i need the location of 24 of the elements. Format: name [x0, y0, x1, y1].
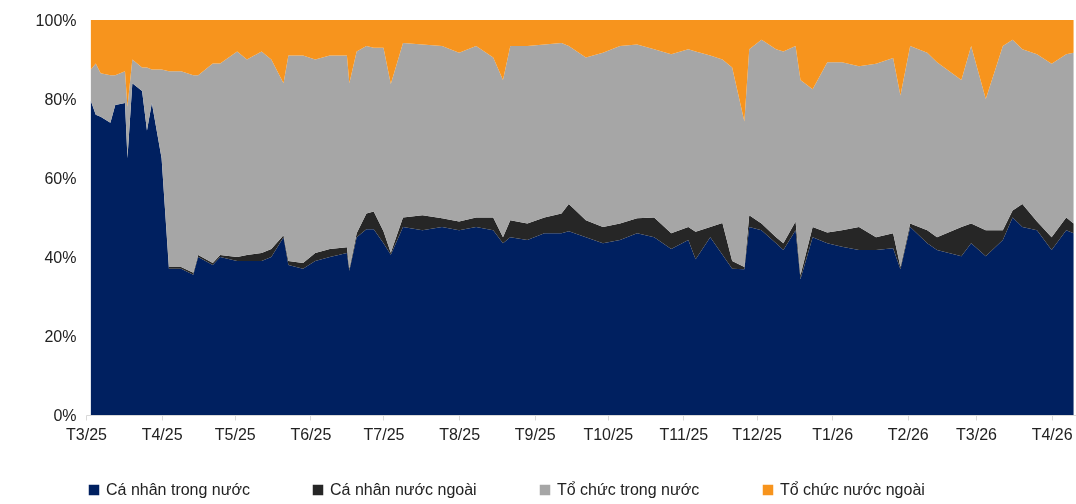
legend-label: Cá nhân nước ngoài — [330, 481, 477, 498]
x-tick-label: T1/26 — [812, 425, 854, 443]
x-tick-label: T5/25 — [214, 425, 256, 443]
x-tick-label: T4/26 — [1031, 425, 1073, 443]
x-tick-label: T10/25 — [583, 425, 634, 443]
y-tick-label: 40% — [44, 248, 77, 266]
x-tick-label: T11/25 — [659, 425, 709, 443]
x-tick-label: T7/25 — [363, 425, 405, 443]
y-tick-label: 0% — [53, 406, 77, 424]
y-tick-label: 80% — [44, 90, 77, 108]
y-tick-label: 60% — [44, 169, 77, 187]
x-tick-label: T9/25 — [514, 425, 556, 443]
y-tick-label: 20% — [44, 327, 77, 345]
x-tick-label: T2/26 — [887, 425, 929, 443]
x-tick-label: T3/25 — [66, 425, 108, 443]
x-tick-label: T6/25 — [290, 425, 332, 443]
x-tick-label: T4/25 — [141, 425, 183, 443]
legend-label: Cá nhân trong nước — [106, 481, 250, 498]
y-tick-label: 100% — [35, 11, 77, 29]
x-tick-label: T3/26 — [956, 425, 998, 443]
x-tick-label: T12/25 — [732, 425, 783, 443]
legend-label: Tổ chức nước ngoài — [780, 481, 925, 498]
x-tick-label: T8/25 — [439, 425, 481, 443]
legend-label: Tổ chức trong nước — [557, 481, 700, 498]
